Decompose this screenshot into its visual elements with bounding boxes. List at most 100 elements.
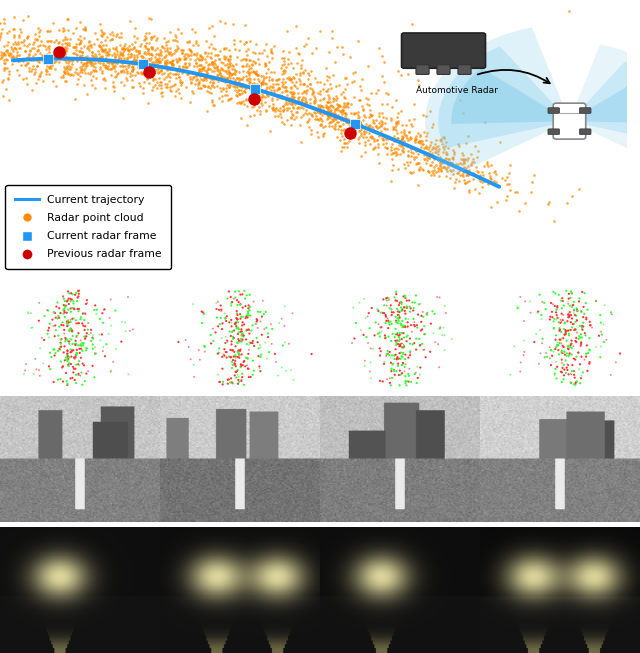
Point (442, 166, 452, 176)
Point (232, 308, 242, 319)
Point (338, 87, 348, 97)
Point (376, 322, 387, 332)
Point (81, 89, 92, 99)
Point (192, 74, 202, 84)
Point (172, 54, 182, 65)
Point (126, 48, 136, 59)
Point (268, 82, 278, 93)
Point (393, 133, 403, 144)
Point (410, 369, 420, 379)
Point (22, 31, 32, 42)
Point (461, 163, 471, 173)
Point (244, 338, 255, 348)
Point (164, 56, 175, 67)
Point (148, 74, 158, 85)
Point (556, 300, 566, 311)
Point (242, 332, 252, 342)
Point (245, 110, 255, 121)
Point (410, 133, 420, 143)
Point (419, 165, 429, 176)
Point (338, 102, 348, 112)
Point (203, 63, 213, 74)
Point (62, 296, 72, 307)
Point (244, 340, 254, 350)
Point (109, 82, 119, 93)
Point (163, 43, 173, 54)
Point (403, 330, 413, 341)
Point (339, 100, 349, 110)
Point (207, 66, 217, 76)
Point (346, 99, 356, 109)
Point (240, 293, 250, 304)
Point (411, 131, 421, 142)
Point (431, 147, 442, 157)
Point (8, 52, 19, 62)
Point (255, 342, 266, 353)
Point (156, 50, 166, 60)
Point (114, 51, 124, 61)
Point (438, 162, 449, 172)
Point (422, 150, 432, 161)
Point (78, 340, 88, 351)
Point (254, 59, 264, 69)
Point (43, 306, 53, 316)
Point (180, 54, 191, 65)
Point (57, 39, 67, 49)
Point (482, 159, 492, 170)
Point (259, 97, 269, 107)
Point (278, 68, 289, 78)
Point (381, 138, 392, 148)
Point (123, 44, 133, 55)
Point (425, 347, 435, 357)
Point (103, 50, 113, 61)
Point (340, 92, 350, 103)
Point (59, 306, 69, 316)
Point (62, 321, 72, 331)
Point (157, 69, 167, 80)
Point (209, 57, 219, 67)
Point (459, 174, 469, 185)
Point (264, 101, 274, 111)
Point (439, 132, 449, 142)
Point (241, 94, 252, 104)
Point (429, 143, 439, 153)
Point (259, 91, 269, 101)
Point (454, 176, 464, 187)
Point (394, 343, 404, 354)
Point (63, 295, 73, 306)
Point (67, 326, 77, 336)
Point (44, 63, 54, 73)
Point (106, 59, 116, 69)
Point (461, 155, 472, 165)
Point (262, 88, 272, 99)
Point (317, 116, 328, 126)
Point (444, 154, 454, 165)
Point (62, 66, 72, 76)
Point (79, 338, 89, 349)
Point (447, 153, 457, 164)
Point (49, 377, 59, 387)
Point (306, 129, 316, 139)
Point (98, 317, 108, 328)
Point (290, 97, 300, 107)
Point (180, 53, 190, 63)
Point (3, 37, 13, 48)
FancyBboxPatch shape (579, 108, 591, 114)
Point (396, 302, 406, 313)
Point (481, 157, 492, 167)
Point (144, 59, 154, 70)
Point (190, 54, 200, 65)
Point (322, 110, 332, 121)
Point (331, 91, 341, 102)
Point (88, 52, 99, 62)
Point (81, 368, 92, 379)
Point (332, 103, 342, 114)
Point (573, 321, 583, 332)
Point (67, 325, 77, 335)
Point (245, 54, 255, 65)
Point (268, 95, 278, 106)
Point (563, 344, 573, 355)
Point (70, 353, 80, 364)
Point (372, 135, 383, 145)
Point (474, 174, 484, 185)
